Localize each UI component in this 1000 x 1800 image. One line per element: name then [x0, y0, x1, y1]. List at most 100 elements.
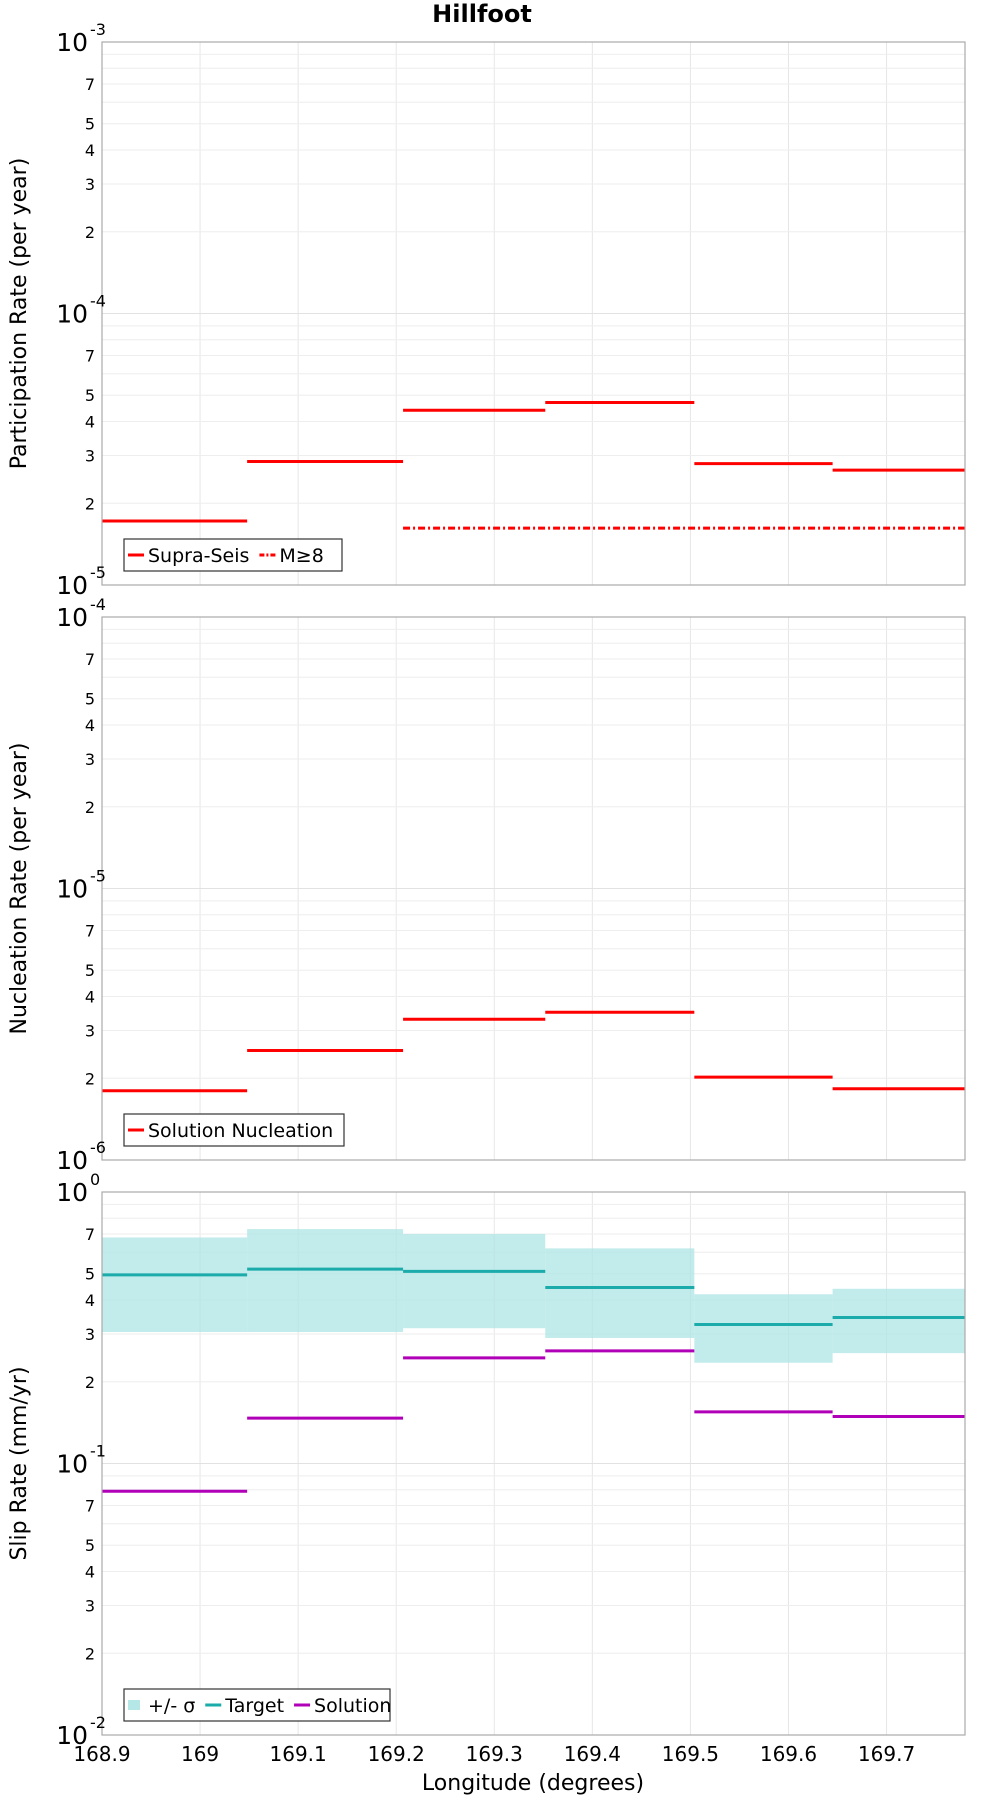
y-axis-label: Slip Rate (mm/yr) [7, 1366, 32, 1560]
x-axis-label: Longitude (degrees) [422, 1771, 644, 1796]
series-1 [102, 1229, 965, 1363]
y-tick-exponent: -4 [90, 292, 106, 311]
y-minor-tick-label: 4 [85, 141, 95, 160]
legend-entry: Target [224, 1695, 284, 1717]
y-minor-tick-label: 2 [85, 1069, 95, 1088]
x-tick-label: 168.9 [73, 1742, 130, 1766]
y-tick-label: 10 [56, 571, 88, 600]
y-tick-label: 10 [56, 603, 88, 632]
y-minor-tick-label: 5 [85, 1265, 95, 1284]
x-tick-label: 169.5 [662, 1742, 719, 1766]
series-group [102, 401, 965, 530]
y-minor-tick-label: 5 [85, 1536, 95, 1555]
y-minor-tick-label: 5 [85, 961, 95, 980]
series-1 [102, 1010, 965, 1093]
sigma-band [247, 1229, 404, 1333]
y-tick-exponent: -5 [90, 867, 106, 886]
y-minor-tick-label: 2 [85, 1373, 95, 1392]
y-tick-exponent: -3 [90, 20, 106, 39]
y-tick-exponent: -2 [90, 1713, 106, 1732]
y-tick-exponent: -4 [90, 595, 106, 614]
legend-box [123, 1113, 345, 1147]
x-axis-ticks: 168.9 169 169.1 169.2 169.3 169.4 169.5 169.6 16… [73, 1742, 915, 1766]
legend-entry: +/- σ [148, 1695, 195, 1717]
sigma-band [545, 1248, 695, 1338]
y-minor-tick-label: 3 [85, 1325, 95, 1344]
legend-entry: Solution Nucleation [148, 1120, 333, 1142]
legend-swatch [128, 1700, 140, 1710]
legend-entry: Solution [314, 1695, 391, 1717]
y-tick-exponent: -6 [90, 1138, 106, 1157]
grid [101, 41, 965, 586]
sigma-band [403, 1234, 546, 1329]
legend-entry: M≥8 [279, 545, 323, 567]
y-minor-tick-label: 5 [85, 115, 95, 134]
legend-box [123, 1688, 391, 1722]
sigma-band [832, 1288, 965, 1354]
x-tick-label: 169.7 [858, 1742, 915, 1766]
y-minor-tick-label: 5 [85, 386, 95, 405]
chart-title: Hillfoot [432, 0, 532, 28]
sigma-band [102, 1237, 248, 1333]
y-minor-tick-label: 2 [85, 1644, 95, 1663]
y-minor-tick-label: 3 [85, 750, 95, 769]
y-axis-label: Participation Rate (per year) [7, 158, 32, 470]
y-axis-label: Nucleation Rate (per year) [7, 743, 32, 1035]
y-minor-tick-label: 3 [85, 446, 95, 465]
plot-frame [101, 1191, 966, 1736]
y-minor-tick-label: 3 [85, 1021, 95, 1040]
y-minor-tick-label: 7 [85, 922, 95, 941]
legend: Supra-Seis M≥8 [123, 538, 343, 572]
y-minor-tick-label: 4 [85, 413, 95, 432]
y-minor-tick-label: 3 [85, 175, 95, 194]
series-group [102, 1010, 965, 1093]
y-minor-tick-label: 7 [85, 347, 95, 366]
y-tick-exponent: -1 [90, 1442, 106, 1461]
y-minor-tick-label: 4 [85, 1563, 95, 1582]
y-minor-tick-label: 2 [85, 494, 95, 513]
y-minor-tick-label: 7 [85, 1497, 95, 1516]
series-1 [102, 401, 965, 523]
y-tick-label: 10 [56, 875, 88, 904]
plot-frame [101, 41, 966, 586]
y-minor-tick-label: 4 [85, 716, 95, 735]
y-minor-tick-label: 2 [85, 223, 95, 242]
y-minor-tick-label: 2 [85, 798, 95, 817]
y-minor-tick-label: 5 [85, 690, 95, 709]
x-tick-label: 169.3 [466, 1742, 523, 1766]
y-tick-label: 10 [56, 1146, 88, 1175]
y-tick-label: 10 [56, 300, 88, 329]
sigma-band [694, 1294, 833, 1363]
series-2 [102, 1267, 965, 1327]
y-tick-label: 10 [56, 1450, 88, 1479]
legend-entry: Supra-Seis [148, 545, 249, 567]
x-tick-label: 169.1 [270, 1742, 327, 1766]
y-tick-label: 10 [56, 28, 88, 57]
grid [101, 616, 965, 1161]
y-tick-label: 10 [56, 1721, 88, 1750]
x-tick-label: 169.6 [760, 1742, 817, 1766]
y-tick-exponent: 0 [90, 1170, 100, 1189]
series-3 [102, 1349, 965, 1493]
series-group [102, 1229, 965, 1493]
plot-frame [101, 616, 966, 1161]
y-minor-tick-label: 7 [85, 650, 95, 669]
x-tick-label: 169.4 [564, 1742, 621, 1766]
y-minor-tick-label: 7 [85, 1225, 95, 1244]
y-tick-label: 10 [56, 1178, 88, 1207]
y-minor-tick-label: 4 [85, 988, 95, 1007]
y-minor-tick-label: 7 [85, 75, 95, 94]
x-tick-label: 169 [181, 1742, 219, 1766]
y-minor-tick-label: 4 [85, 1291, 95, 1310]
y-tick-exponent: -5 [90, 563, 106, 582]
y-minor-tick-label: 3 [85, 1596, 95, 1615]
legend: +/- σ Target Solution [123, 1688, 391, 1722]
